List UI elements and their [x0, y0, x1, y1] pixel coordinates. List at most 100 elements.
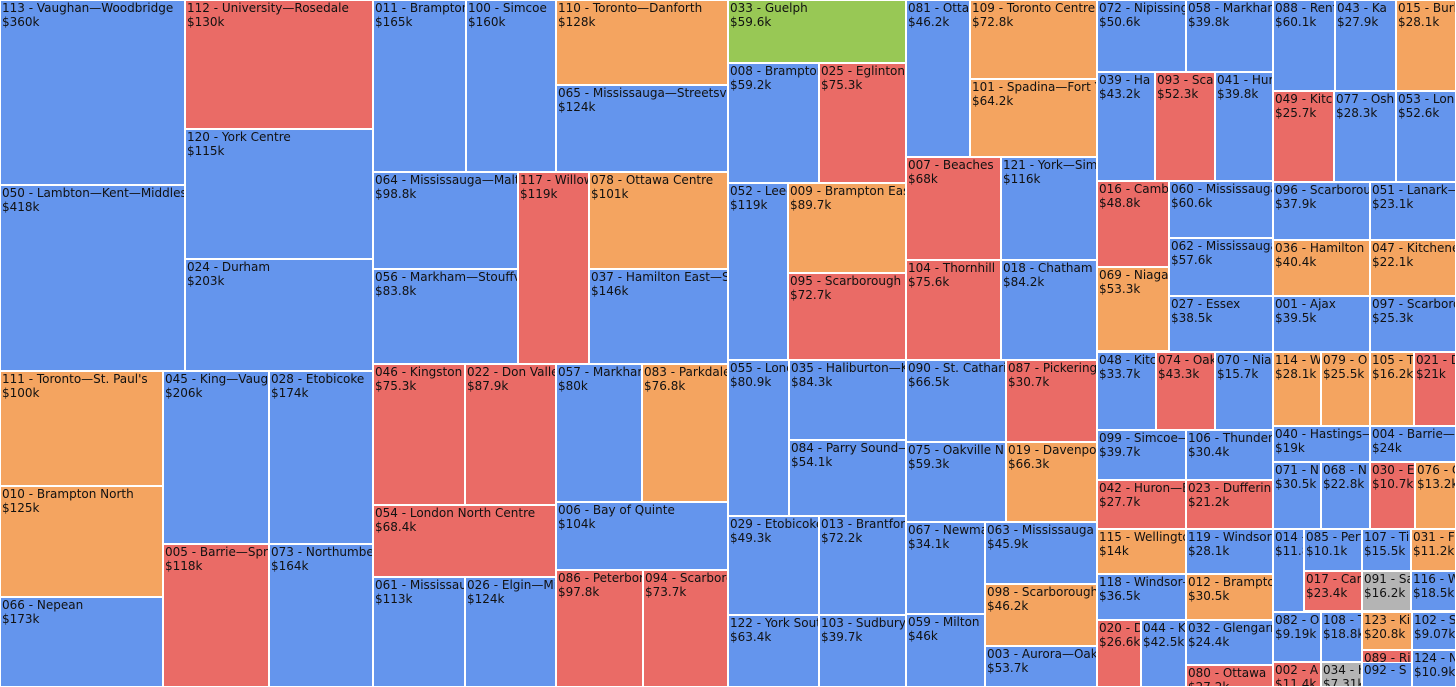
- treemap-tile-091[interactable]: 091 - Sa $16.2k: [1362, 571, 1411, 611]
- treemap-tile-003[interactable]: 003 - Aurora—Oak Ridges$53.7k: [985, 646, 1097, 687]
- treemap-tile-010[interactable]: 010 - Brampton North $125k: [0, 486, 163, 597]
- treemap-tile-041[interactable]: 041 - Hur $39.8k: [1215, 72, 1273, 181]
- treemap-tile-045[interactable]: 045 - King—Vaughan$206k: [163, 371, 269, 544]
- treemap-tile-110[interactable]: 110 - Toronto—Danforth $128k: [556, 0, 728, 85]
- treemap-tile-098[interactable]: 098 - Scarborough $46.2k: [985, 584, 1097, 646]
- treemap-tile-121[interactable]: 121 - York—Simcoe$116k: [1001, 157, 1097, 260]
- treemap-tile-017[interactable]: 017 - Carleton$23.4k: [1304, 571, 1362, 611]
- treemap-tile-070[interactable]: 070 - Niagara$15.7k: [1215, 352, 1273, 430]
- treemap-tile-002[interactable]: 002 - A $11.4k: [1273, 662, 1321, 687]
- treemap-tile-039[interactable]: 039 - Ha $43.2k: [1097, 72, 1155, 181]
- treemap-tile-094[interactable]: 094 - Scarborough$73.7k: [643, 570, 728, 687]
- treemap-tile-006[interactable]: 006 - Bay of Quinte $104k: [556, 502, 728, 570]
- treemap-tile-064[interactable]: 064 - Mississauga—Malton$98.8k: [373, 172, 518, 269]
- treemap-tile-047[interactable]: 047 - Kitchener $22.1k: [1370, 240, 1456, 296]
- treemap-tile-068[interactable]: 068 - N $22.8k: [1321, 462, 1370, 529]
- treemap-tile-122[interactable]: 122 - York South $63.4k: [728, 615, 819, 687]
- treemap-tile-109[interactable]: 109 - Toronto Centre $72.8k: [970, 0, 1097, 79]
- treemap-tile-104[interactable]: 104 - Thornhill $75.6k: [906, 260, 1001, 360]
- treemap-tile-112[interactable]: 112 - University—Rosedale $130k: [185, 0, 373, 129]
- treemap-tile-066[interactable]: 066 - Nepean $173k: [0, 597, 163, 687]
- treemap-tile-019[interactable]: 019 - Davenport $66.3k: [1006, 442, 1097, 522]
- treemap-tile-040[interactable]: 040 - Hastings—Lennox$19k: [1273, 426, 1370, 462]
- treemap-tile-097[interactable]: 097 - Scarborough$25.3k: [1370, 296, 1456, 352]
- treemap-tile-059[interactable]: 059 - Milton $46k: [906, 614, 985, 687]
- treemap-tile-092[interactable]: 092 - S: [1362, 662, 1412, 687]
- treemap-tile-083[interactable]: 083 - Parkdale $76.8k: [642, 364, 728, 502]
- treemap-tile-099[interactable]: 099 - Simcoe—Grey$39.7k: [1097, 430, 1186, 480]
- treemap-tile-016[interactable]: 016 - Cambridge$48.8k: [1097, 181, 1169, 267]
- treemap-tile-011[interactable]: 011 - Brampton $165k: [373, 0, 466, 172]
- treemap-tile-042[interactable]: 042 - Huron—Bruce$27.7k: [1097, 480, 1186, 529]
- treemap-tile-108[interactable]: 108 - T $18.8k: [1321, 612, 1362, 662]
- treemap-tile-029[interactable]: 029 - Etobicoke $49.3k: [728, 516, 819, 615]
- treemap-tile-093[interactable]: 093 - Sca $52.3k: [1155, 72, 1215, 181]
- treemap-tile-074[interactable]: 074 - Oakville$43.3k: [1156, 352, 1215, 430]
- treemap-tile-034[interactable]: 034 - H$7.31k: [1321, 662, 1362, 687]
- treemap-tile-046[interactable]: 046 - Kingston $75.3k: [373, 364, 465, 505]
- treemap-tile-063[interactable]: 063 - Mississauga $45.9k: [985, 522, 1097, 584]
- treemap-tile-072[interactable]: 072 - Nipissing $50.6k: [1097, 0, 1186, 72]
- treemap-tile-055[interactable]: 055 - London$80.9k: [728, 360, 789, 516]
- treemap-tile-043[interactable]: 043 - Ka $27.9k: [1335, 0, 1396, 91]
- treemap-tile-020[interactable]: 020 - D $26.6k: [1097, 620, 1141, 687]
- treemap-tile-031[interactable]: 031 - F $11.2k: [1411, 529, 1456, 571]
- treemap-tile-117[interactable]: 117 - Willowdale$119k: [518, 172, 589, 364]
- treemap-tile-022[interactable]: 022 - Don Valley $87.9k: [465, 364, 556, 505]
- treemap-tile-124[interactable]: 124 - N $10.9k: [1412, 650, 1456, 687]
- treemap-tile-073[interactable]: 073 - Northumberland$164k: [269, 544, 373, 687]
- treemap-tile-021[interactable]: 021 - D $21k: [1414, 352, 1456, 426]
- treemap-tile-123[interactable]: 123 - Kiin$20.8k: [1362, 612, 1412, 650]
- treemap-tile-102[interactable]: 102 - S $9.07k: [1412, 612, 1456, 650]
- treemap-tile-009[interactable]: 009 - Brampton East $89.7k: [788, 183, 906, 273]
- treemap-tile-005[interactable]: 005 - Barrie—Springwater$118k: [163, 544, 269, 687]
- treemap-tile-028[interactable]: 028 - Etobicoke $174k: [269, 371, 373, 544]
- treemap-tile-030[interactable]: 030 - E $10.7k: [1370, 462, 1415, 529]
- treemap-tile-026[interactable]: 026 - Elgin—Middlesex$124k: [465, 577, 556, 687]
- treemap-tile-062[interactable]: 062 - Mississauga $57.6k: [1169, 238, 1273, 296]
- treemap-tile-051[interactable]: 051 - Lanark—Frontenac$23.1k: [1370, 182, 1456, 240]
- treemap-tile-101[interactable]: 101 - Spadina—Fort York$64.2k: [970, 79, 1097, 157]
- treemap-tile-053[interactable]: 053 - London$52.6k: [1396, 91, 1456, 182]
- treemap-tile-057[interactable]: 057 - Markham $80k: [556, 364, 642, 502]
- treemap-tile-048[interactable]: 048 - Kitchener$33.7k: [1097, 352, 1156, 430]
- treemap-tile-120[interactable]: 120 - York Centre $115k: [185, 129, 373, 259]
- treemap-tile-103[interactable]: 103 - Sudbury $39.7k: [819, 615, 906, 687]
- treemap-tile-087[interactable]: 087 - Pickering $30.7k: [1006, 360, 1097, 442]
- treemap-tile-025[interactable]: 025 - Eglinton $75.3k: [819, 63, 906, 183]
- treemap-tile-076[interactable]: 076 - O$13.2k: [1415, 462, 1456, 529]
- treemap-tile-014[interactable]: 014 - B$11.8k: [1273, 529, 1304, 612]
- treemap-tile-036[interactable]: 036 - Hamilton $40.4k: [1273, 240, 1370, 296]
- treemap-tile-088[interactable]: 088 - Renfrew$60.1k: [1273, 0, 1335, 91]
- treemap-tile-069[interactable]: 069 - Niagara$53.3k: [1097, 267, 1169, 351]
- treemap-tile-105[interactable]: 105 - T $16.2k: [1370, 352, 1414, 426]
- treemap-tile-004[interactable]: 004 - Barrie—Innisfil$24k: [1370, 426, 1456, 462]
- treemap-tile-049[interactable]: 049 - Kitchener$25.7k: [1273, 91, 1334, 182]
- treemap-tile-015[interactable]: 015 - Burlington$28.1k: [1396, 0, 1456, 91]
- treemap-tile-024[interactable]: 024 - Durham $203k: [185, 259, 373, 371]
- treemap-tile-081[interactable]: 081 - Ottawa$46.2k: [906, 0, 970, 157]
- treemap-tile-113[interactable]: 113 - Vaughan—Woodbridge $360k: [0, 0, 185, 185]
- treemap-tile-012[interactable]: 012 - Brampton $30.5k: [1186, 574, 1273, 620]
- treemap-tile-085[interactable]: 085 - Perth$10.1k: [1304, 529, 1362, 571]
- treemap-tile-111[interactable]: 111 - Toronto—St. Paul's $100k: [0, 371, 163, 486]
- treemap-tile-033[interactable]: 033 - Guelph $59.6k: [728, 0, 906, 63]
- treemap-tile-080[interactable]: 080 - Ottawa $27.2k: [1186, 665, 1273, 687]
- treemap-tile-060[interactable]: 060 - Mississauga $60.6k: [1169, 181, 1273, 238]
- treemap-tile-071[interactable]: 071 - Ni $30.5k: [1273, 462, 1321, 529]
- treemap-tile-119[interactable]: 119 - Windsor $28.1k: [1186, 529, 1273, 574]
- treemap-tile-035[interactable]: 035 - Haliburton—Kawartha$84.3k: [789, 360, 906, 440]
- treemap-tile-050[interactable]: 050 - Lambton—Kent—Middlesex $418k: [0, 185, 185, 371]
- treemap-tile-058[interactable]: 058 - Markham $39.8k: [1186, 0, 1273, 72]
- treemap-tile-114[interactable]: 114 - Wa$28.1k: [1273, 352, 1321, 426]
- treemap-tile-052[interactable]: 052 - Leeds$119k: [728, 183, 788, 360]
- treemap-tile-061[interactable]: 061 - Mississauga$113k: [373, 577, 465, 687]
- treemap-tile-054[interactable]: 054 - London North Centre $68.4k: [373, 505, 556, 577]
- treemap-tile-084[interactable]: 084 - Parry Sound—Muskoka$54.1k: [789, 440, 906, 516]
- treemap-tile-077[interactable]: 077 - Oshawa$28.3k: [1334, 91, 1396, 182]
- treemap-tile-067[interactable]: 067 - Newmarket$34.1k: [906, 522, 985, 614]
- treemap-tile-090[interactable]: 090 - St. Catharines$66.5k: [906, 360, 1006, 442]
- treemap-tile-044[interactable]: 044 - K $42.5k: [1141, 620, 1186, 687]
- treemap-tile-037[interactable]: 037 - Hamilton East—Stoney Creek$146k: [589, 269, 728, 364]
- treemap-tile-013[interactable]: 013 - Brantford $72.2k: [819, 516, 906, 615]
